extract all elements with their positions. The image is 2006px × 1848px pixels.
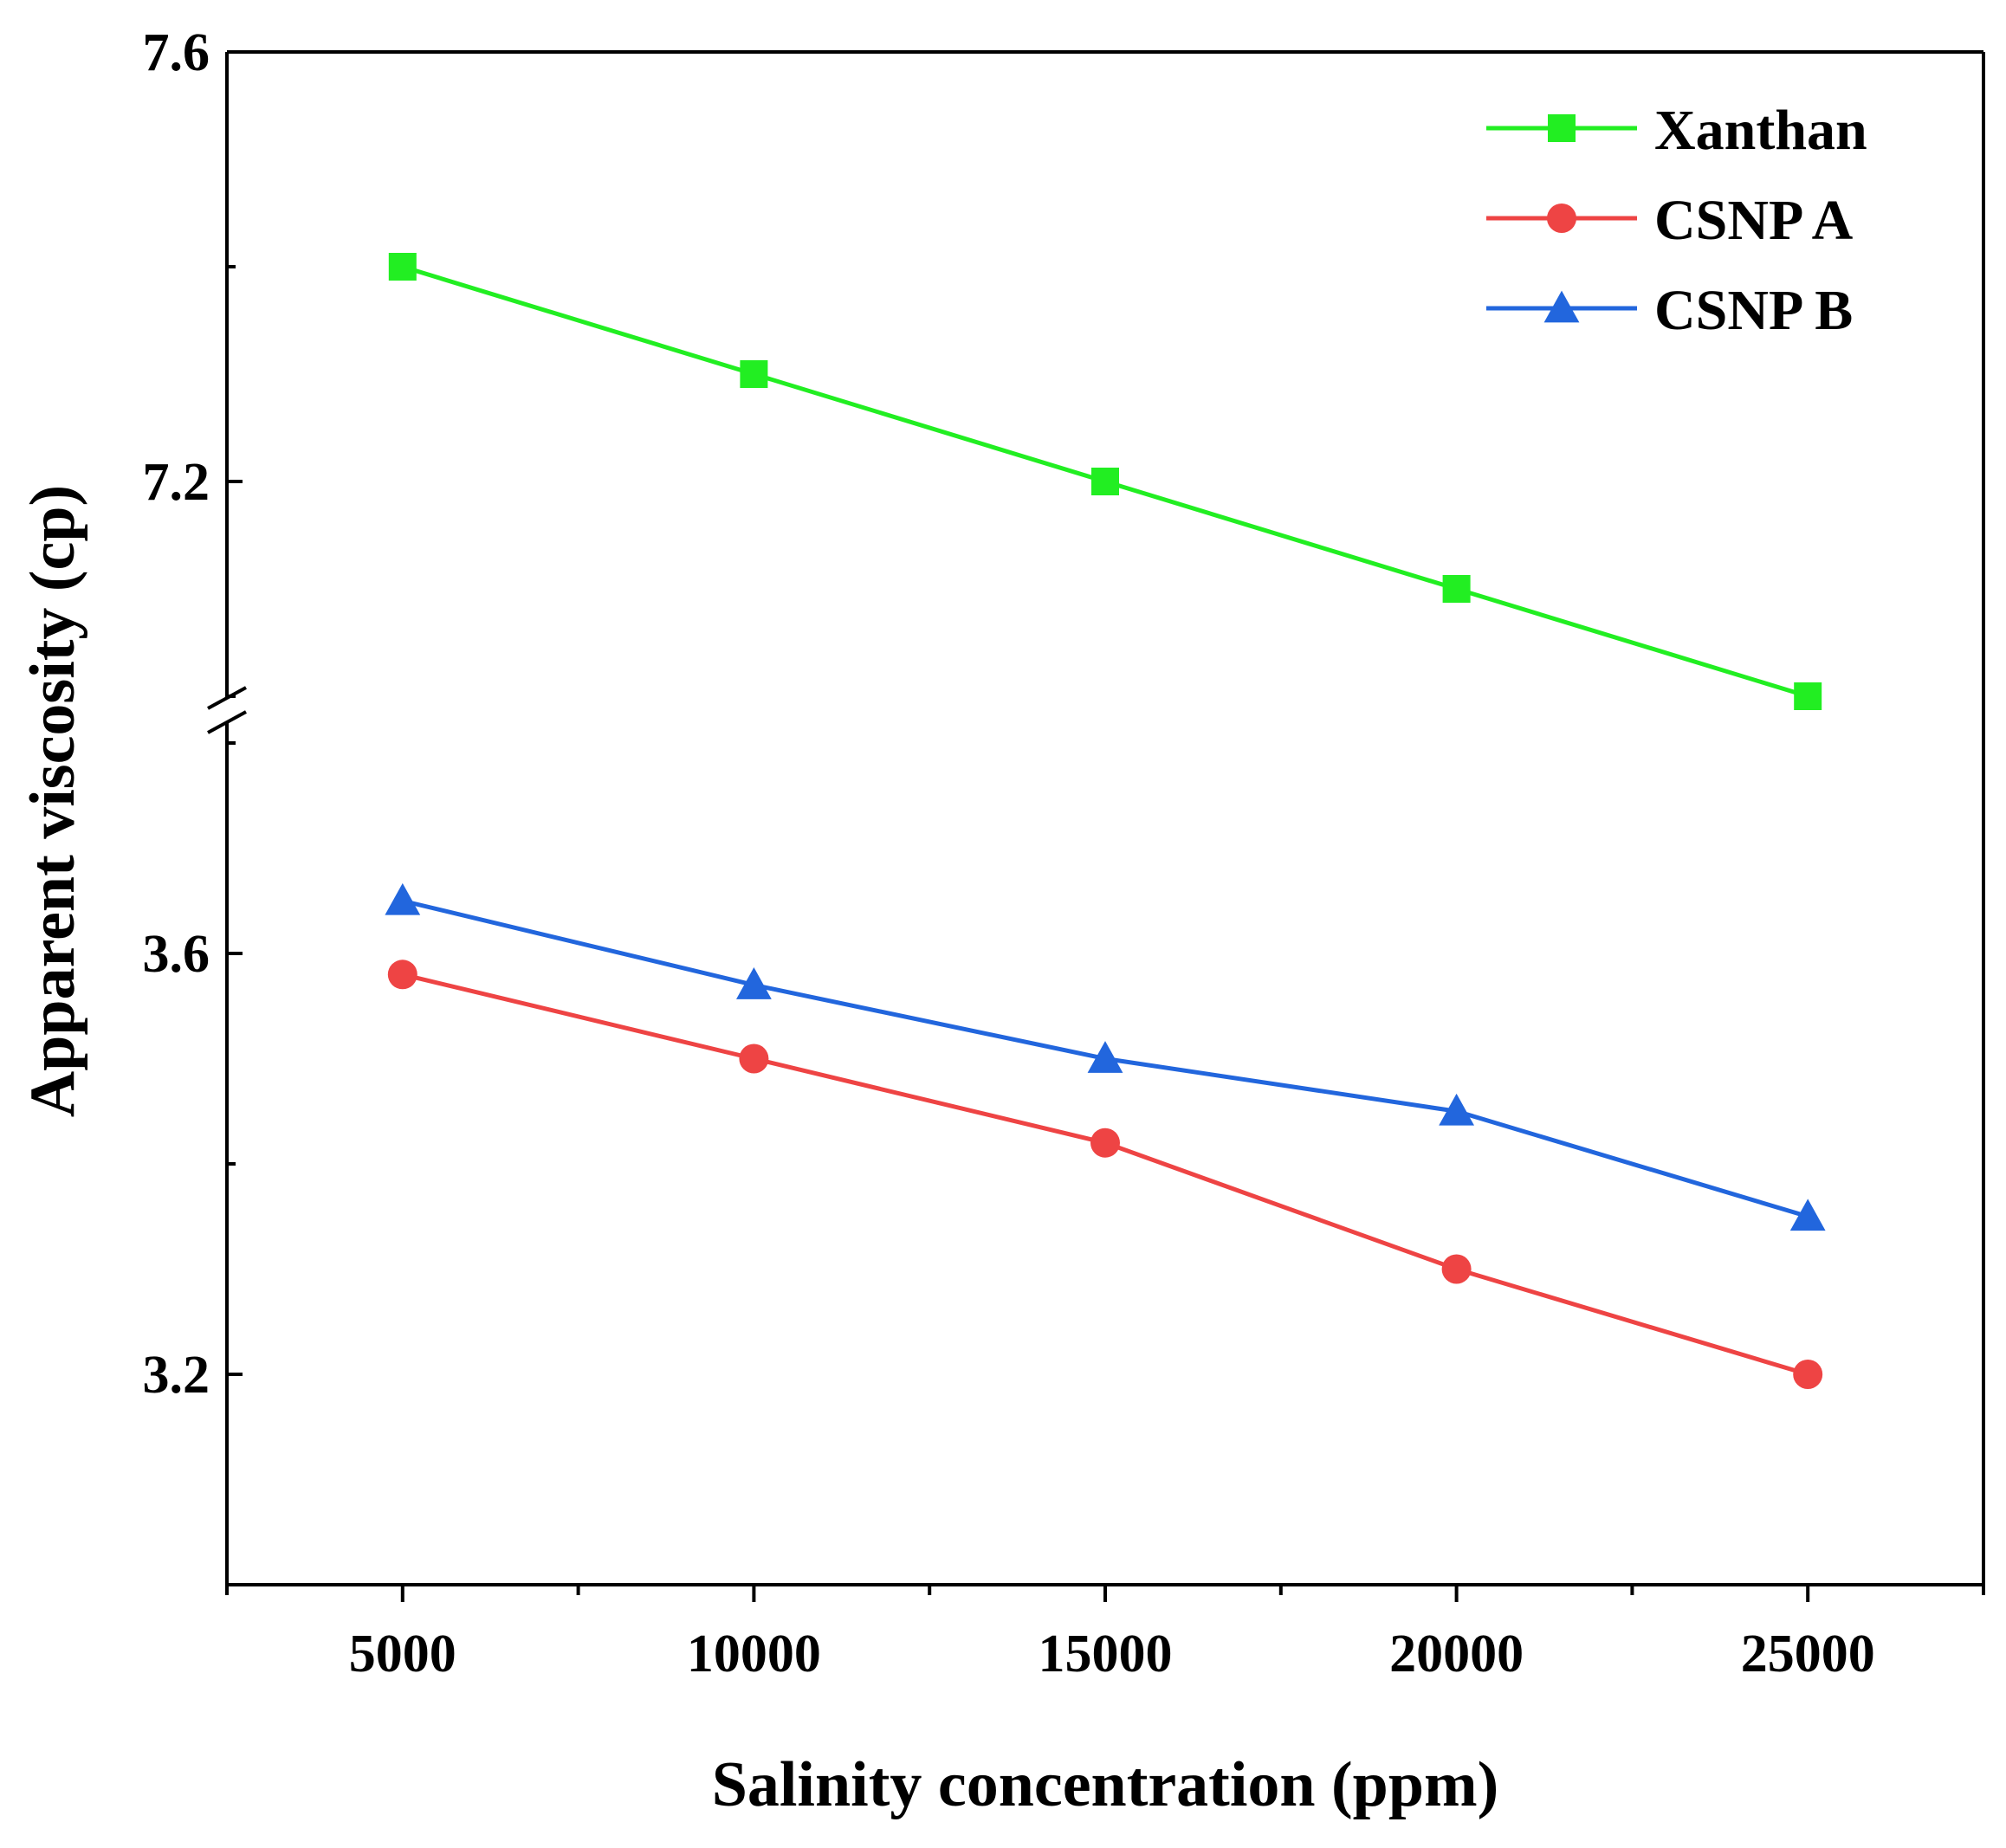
y-tick-label: 7.2: [143, 453, 210, 512]
data-point: [1090, 1128, 1120, 1158]
legend-item: Xanthan: [1486, 99, 1867, 162]
series-csnp-a: [387, 960, 1823, 1389]
legend-label: Xanthan: [1654, 99, 1867, 162]
axes: 3.2 3.6 7.2 7.6 5000 10000 15000 20000 25000: [143, 23, 1985, 1683]
data-point: [1439, 1093, 1474, 1126]
data-point: [740, 360, 768, 388]
data-point: [385, 882, 421, 915]
legend-item: CSNP B: [1486, 279, 1853, 342]
x-tick-label: 20000: [1389, 1625, 1524, 1683]
y-tick-label: 3.2: [143, 1346, 210, 1405]
series-csnp-b: [385, 882, 1826, 1231]
series-xanthan: [388, 253, 1822, 710]
legend-label: CSNP A: [1654, 189, 1854, 252]
data-point: [1793, 1360, 1823, 1389]
data-point: [739, 1044, 769, 1074]
data-point: [1441, 1254, 1472, 1284]
x-tick-label: 10000: [687, 1625, 821, 1683]
data-point: [388, 253, 417, 281]
legend-marker: [1547, 204, 1576, 233]
data-point: [1442, 575, 1471, 603]
series-layer: [385, 253, 1826, 1389]
data-point: [387, 960, 417, 990]
data-point: [736, 967, 772, 999]
series-line: [402, 972, 1809, 1377]
legend-marker: [1548, 114, 1576, 142]
data-point: [1091, 468, 1119, 495]
legend: Xanthan CSNP A CSNP B: [1486, 99, 1867, 342]
y-tick-label: 7.6: [143, 23, 210, 82]
y-tick-label: 3.6: [143, 925, 210, 984]
data-point: [1087, 1041, 1123, 1073]
legend-marker: [1543, 290, 1580, 323]
legend-label: CSNP B: [1654, 279, 1853, 342]
y-axis-title: Apparent viscosity (cp): [17, 485, 88, 1117]
data-point: [1794, 682, 1822, 710]
x-axis-title: Salinity concentration (ppm): [712, 1749, 1499, 1820]
x-tick-label: 15000: [1039, 1625, 1173, 1683]
axis-break-mark: [207, 710, 247, 734]
legend-item: CSNP A: [1486, 189, 1854, 252]
x-tick-label: 25000: [1741, 1625, 1875, 1683]
data-point: [1789, 1199, 1826, 1231]
x-tick-label: 5000: [349, 1625, 456, 1683]
